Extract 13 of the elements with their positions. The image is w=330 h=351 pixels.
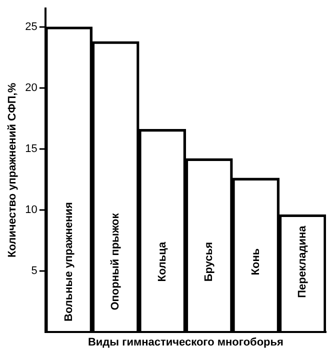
- x-tick-label: Кольца: [156, 240, 168, 282]
- x-tick-label: Опорный прыжок: [110, 212, 122, 310]
- x-tick-label: Вольные упражнения: [62, 202, 75, 322]
- x-tick-label: Брусья: [203, 242, 216, 282]
- y-axis-title: Количество упражнений СФП,%: [6, 82, 19, 258]
- y-tick-label: 5: [31, 264, 38, 277]
- y-tick-label: 10: [25, 204, 38, 216]
- y-tick-label: 20: [25, 82, 38, 94]
- y-tick-label: 25: [25, 20, 38, 33]
- y-tick-label: 15: [25, 142, 38, 155]
- x-tick-label: Перекладина: [296, 224, 309, 298]
- x-axis-title: Виды гимнастического многоборья: [88, 336, 284, 348]
- x-tick-label: Конь: [250, 248, 262, 276]
